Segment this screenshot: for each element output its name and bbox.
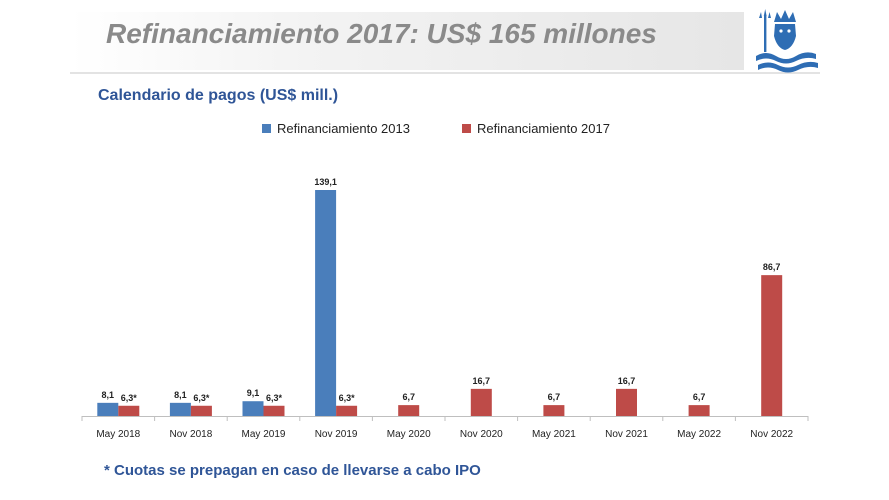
x-tick-label: Nov 2021 bbox=[605, 429, 648, 440]
x-tick-label: May 2021 bbox=[532, 429, 576, 440]
data-label: 6,3* bbox=[121, 393, 138, 403]
data-label: 9,1 bbox=[247, 388, 260, 398]
bar-2017 bbox=[688, 405, 710, 416]
data-label: 8,1 bbox=[174, 390, 187, 400]
x-tick-label: May 2020 bbox=[387, 429, 431, 440]
bar-2017 bbox=[761, 275, 783, 416]
x-tick-label: May 2022 bbox=[677, 429, 721, 440]
data-label: 6,7 bbox=[548, 392, 561, 402]
bar-2013 bbox=[242, 401, 264, 416]
title-band bbox=[70, 12, 744, 70]
footnote: * Cuotas se prepagan en caso de llevarse… bbox=[104, 462, 481, 479]
x-tick-label: Nov 2018 bbox=[169, 429, 212, 440]
bar-2017 bbox=[263, 405, 285, 416]
bar-2017 bbox=[470, 388, 492, 416]
legend-item-2017: Refinanciamiento 2017 bbox=[462, 121, 610, 136]
chart-legend: Refinanciamiento 2013 Refinanciamiento 2… bbox=[0, 121, 889, 139]
legend-label-2013: Refinanciamiento 2013 bbox=[277, 121, 410, 136]
title-divider bbox=[70, 72, 820, 74]
bar-2017 bbox=[336, 405, 358, 416]
data-label: 6,3* bbox=[193, 393, 210, 403]
bar-2013 bbox=[97, 402, 119, 416]
bar-2017 bbox=[190, 405, 212, 416]
data-label: 139,1 bbox=[314, 177, 337, 187]
x-tick-label: Nov 2020 bbox=[460, 429, 503, 440]
company-logo-icon bbox=[756, 9, 818, 73]
bar-2013 bbox=[169, 402, 191, 416]
bar-2017 bbox=[398, 405, 420, 416]
data-label: 16,7 bbox=[618, 376, 636, 386]
bar-2017 bbox=[543, 405, 565, 416]
data-label: 6,7 bbox=[693, 392, 706, 402]
data-label: 6,3* bbox=[339, 393, 356, 403]
payment-schedule-chart: 8,1 6,3* May 2018 8,1 6,3* Nov 2018 9,1 6,3* May… bbox=[81, 177, 809, 440]
bar-2013 bbox=[315, 190, 337, 416]
x-tick-label: Nov 2019 bbox=[315, 429, 358, 440]
legend-swatch-2017 bbox=[462, 124, 471, 133]
data-label: 6,3* bbox=[266, 393, 283, 403]
bar-2017 bbox=[616, 388, 637, 416]
legend-swatch-2013 bbox=[262, 124, 271, 133]
data-label: 16,7 bbox=[473, 376, 491, 386]
x-tick-label: Nov 2022 bbox=[750, 429, 793, 440]
data-label: 8,1 bbox=[102, 390, 115, 400]
x-tick-label: May 2018 bbox=[96, 429, 140, 440]
x-tick-label: May 2019 bbox=[242, 429, 286, 440]
data-label: 86,7 bbox=[763, 262, 781, 272]
slide-title: Refinanciamiento 2017: US$ 165 millones bbox=[106, 18, 657, 49]
legend-item-2013: Refinanciamiento 2013 bbox=[262, 121, 410, 136]
chart-subtitle: Calendario de pagos (US$ mill.) bbox=[98, 87, 339, 104]
data-label: 6,7 bbox=[402, 392, 415, 402]
legend-label-2017: Refinanciamiento 2017 bbox=[477, 121, 610, 136]
bar-2017 bbox=[118, 405, 140, 416]
